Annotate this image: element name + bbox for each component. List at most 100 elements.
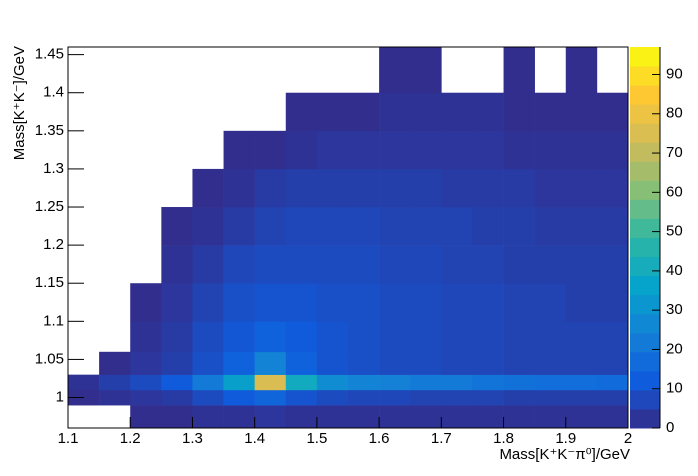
cell xyxy=(534,207,567,246)
cell xyxy=(223,389,255,406)
cell xyxy=(472,374,504,391)
cell xyxy=(503,389,535,406)
cell xyxy=(565,92,598,132)
cell xyxy=(254,283,287,322)
x-tick-label: 1.8 xyxy=(493,430,514,447)
cell xyxy=(130,351,162,375)
palette-band xyxy=(630,351,660,372)
cell xyxy=(534,389,567,406)
cell xyxy=(379,283,411,322)
cell xyxy=(348,92,380,132)
cell xyxy=(379,374,411,391)
y-tick-label: 1.45 xyxy=(35,46,64,63)
cell xyxy=(410,405,442,429)
cell xyxy=(472,168,504,208)
cell xyxy=(441,168,473,208)
cell xyxy=(565,168,598,208)
cell xyxy=(285,389,318,406)
palette-band xyxy=(630,313,660,334)
cell xyxy=(503,92,535,132)
cell xyxy=(441,374,473,391)
cell xyxy=(192,168,224,208)
cell xyxy=(565,405,598,429)
cell xyxy=(254,321,287,353)
y-tick-label: 1 xyxy=(56,388,64,405)
z-tick-label: 30 xyxy=(666,301,683,318)
cell xyxy=(130,283,162,322)
palette-band xyxy=(630,389,660,410)
cell xyxy=(348,374,380,391)
cell xyxy=(348,351,380,375)
cell xyxy=(503,374,535,391)
cell xyxy=(348,207,380,246)
cell xyxy=(596,207,629,246)
cell xyxy=(441,405,473,429)
cell xyxy=(534,130,567,170)
cell xyxy=(254,351,287,375)
cell xyxy=(410,245,442,284)
cell xyxy=(192,321,224,353)
z-tick-label: 70 xyxy=(666,144,683,161)
x-tick-label: 1.6 xyxy=(369,430,390,447)
cell xyxy=(534,374,567,391)
cell xyxy=(254,245,287,284)
palette-band xyxy=(630,370,660,391)
cell xyxy=(192,351,224,375)
y-tick-label: 1.1 xyxy=(43,312,64,329)
palette-band xyxy=(630,66,660,86)
cell xyxy=(441,351,473,375)
cell xyxy=(223,374,255,391)
cell xyxy=(254,374,287,391)
cell xyxy=(285,168,318,208)
cell xyxy=(316,283,349,322)
cell xyxy=(285,92,318,132)
y-tick-label: 1.4 xyxy=(43,84,64,101)
palette-band xyxy=(630,180,660,200)
cell xyxy=(254,389,287,406)
palette-band xyxy=(630,142,660,162)
cell xyxy=(410,321,442,353)
cell xyxy=(472,130,504,170)
cell xyxy=(472,405,504,429)
palette-band xyxy=(630,237,660,258)
plot-frame xyxy=(67,46,629,429)
y-axis-label: Mass[K⁺K⁻]/GeV xyxy=(11,46,28,160)
cell xyxy=(285,283,318,322)
cell xyxy=(99,389,131,406)
cell xyxy=(596,405,629,429)
cell xyxy=(503,351,535,375)
y-tick-label: 1.3 xyxy=(43,160,64,177)
cell xyxy=(503,47,535,94)
cell xyxy=(596,168,629,208)
cell xyxy=(379,405,411,429)
cell xyxy=(534,245,567,284)
palette-band xyxy=(630,161,660,181)
cell xyxy=(316,207,349,246)
cell xyxy=(223,168,255,208)
cell xyxy=(130,321,162,353)
cell xyxy=(223,245,255,284)
cell xyxy=(410,374,442,391)
cell xyxy=(192,389,224,406)
cell xyxy=(472,92,504,132)
cell xyxy=(285,351,318,375)
cell xyxy=(223,207,255,246)
cell xyxy=(565,47,598,94)
x-tick-label: 1.4 xyxy=(244,430,265,447)
cell xyxy=(503,405,535,429)
cell xyxy=(503,321,535,353)
cell xyxy=(161,374,193,391)
x-tick-label: 1.1 xyxy=(58,430,79,447)
cell xyxy=(503,245,535,284)
cell xyxy=(379,351,411,375)
palette-band xyxy=(630,85,660,105)
x-tick-label: 1.2 xyxy=(120,430,141,447)
cell xyxy=(130,389,162,406)
z-tick-label: 20 xyxy=(666,340,683,357)
cell xyxy=(441,92,473,132)
cell xyxy=(410,130,442,170)
cell xyxy=(285,321,318,353)
cell xyxy=(410,283,442,322)
cell xyxy=(192,374,224,391)
cell xyxy=(503,207,535,246)
